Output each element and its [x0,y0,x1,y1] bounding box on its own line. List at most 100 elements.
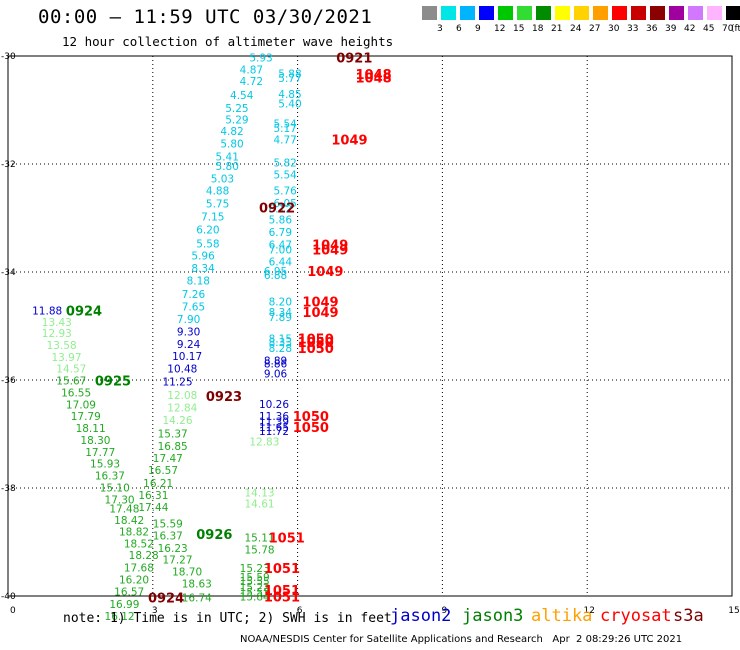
wave-height-label: 17.79 [71,411,101,423]
track-time-label: 1050 [293,421,329,436]
wave-height-label: 5.29 [225,115,248,127]
wave-height-label: 8.28 [269,343,292,355]
track-time-label: 1051 [264,562,300,577]
wave-height-label: 17.77 [85,447,115,459]
wave-height-label: 15.10 [100,482,130,494]
wave-height-label: 17.68 [124,562,154,574]
wave-height-label: 4.77 [273,135,296,147]
track-time-label: 1051 [264,591,300,606]
wave-height-label: 15.22 [240,582,270,594]
color-scale-label: 36 [646,24,658,34]
wave-height-label: 5.54 [273,169,297,181]
wave-height-label: 12.83 [249,437,279,449]
color-scale-label: 15 [513,24,525,34]
wave-height-label: 15.23 [240,563,270,575]
track-time-label: 0924 [148,592,184,607]
wave-height-label: 18.52 [124,539,154,551]
wave-height-label: 5.88 [278,68,301,80]
wave-height-label: 4.88 [206,185,229,197]
track-time-label: 1051 [264,584,300,599]
wave-height-label: 7.26 [182,289,206,301]
color-scale-label: 9 [475,24,481,34]
track-time-label: 0921 [336,52,372,67]
wave-height-label: 8.34 [269,307,293,319]
wave-height-label: 12.93 [42,328,72,340]
wave-height-label: 11.36 [259,411,289,423]
wave-height-label: 15.84 [240,592,270,604]
color-scale-label: 12 [494,24,506,34]
wave-height-label: 8.33 [269,337,292,349]
track-time-label: 1050 [298,342,334,357]
wave-height-label: 16.37 [95,471,125,483]
wave-height-label: 12.84 [167,403,197,415]
track-time-label: 0925 [95,375,131,390]
wave-height-label: 7.00 [269,244,292,256]
wave-height-label: 8.86 [264,358,288,370]
wave-height-label: 18.63 [182,579,212,591]
wave-height-label: 5.40 [278,99,301,111]
color-swatch [498,6,513,20]
color-swatch [479,6,494,20]
color-scale-label: 42 [684,24,696,34]
wave-height-label: 15.59 [240,572,270,584]
wave-height-label: 4.54 [230,90,254,102]
track-time-label: 0924 [66,304,102,319]
wave-height-label: 5.25 [225,103,248,115]
y-tick-label: -40 [1,592,16,602]
plot-marks: 5.934.874.724.545.255.294.825.805.415.80… [32,52,392,623]
wave-height-label: 5.76 [273,185,297,197]
color-scale-label: 24 [570,24,582,34]
track-time-label: 0923 [206,390,242,405]
wave-height-label: 5.80 [216,161,239,173]
wave-height-label: 16.99 [109,599,139,611]
plot-axes: 0 3 6 9 12 15-30-32-34-36-38-40 [1,52,740,616]
wave-height-label: 5.17 [273,123,296,135]
x-tick-label: 15 [728,606,739,616]
wave-height-label: 11.39 [259,417,289,429]
wave-height-label: 8.34 [191,263,215,275]
wave-height-label: 15.93 [90,459,120,471]
wave-height-label: 15.37 [158,428,188,440]
wave-height-label: 13.58 [47,340,77,352]
wave-height-label: 5.80 [220,138,243,150]
color-scale-label: 6 [456,24,462,34]
wave-height-label: 18.70 [172,567,202,579]
wave-height-label: 5.41 [216,151,239,163]
color-scale-label: 21 [551,24,563,34]
color-scale-label: 70 [722,24,734,34]
wave-height-label: 6.44 [269,257,293,269]
x-tick-label: 3 [152,606,158,616]
track-time-label: 1049 [312,238,348,253]
wave-height-label: 11.65 [259,422,289,434]
wave-height-label: 18.30 [80,435,110,447]
wave-height-label: 6.95 [264,266,287,278]
satellite-label-altika: altika [531,606,593,626]
wave-height-label: 16.21 [143,478,173,490]
color-swatch [460,6,475,20]
wave-height-label: 16.37 [153,531,183,543]
track-time-label: 1050 [298,336,334,351]
wave-height-label: 9.24 [177,339,201,351]
wave-height-label: 12.08 [167,390,197,402]
wave-height-label: 5.86 [269,215,293,227]
wave-height-label: 15.55 [240,576,270,588]
wave-height-label: 10.17 [172,351,202,363]
wave-height-label: 4.85 [278,89,301,101]
wave-height-label: 5.75 [206,198,229,210]
color-swatch [422,6,437,20]
wave-height-label: 15.78 [245,545,275,557]
wave-height-label: 11.88 [32,305,62,317]
wave-height-label: 10.26 [259,399,289,411]
x-tick-label: 12 [583,606,594,616]
footer-note: note: 1) Time is in UTC; 2) SWH is in fe… [63,611,392,626]
wave-height-label: 16.31 [138,490,168,502]
satellite-label-s3a: s3a [673,606,704,626]
wave-height-label: 4.87 [240,65,263,77]
wave-height-label: 16.55 [61,387,91,399]
wave-height-label: 6.05 [273,198,296,210]
footer-credit: NOAA/NESDIS Center for Satellite Applica… [240,634,683,645]
color-scale-label: 27 [589,24,601,34]
color-swatch [441,6,456,20]
wave-height-label: 8.89 [264,356,287,368]
